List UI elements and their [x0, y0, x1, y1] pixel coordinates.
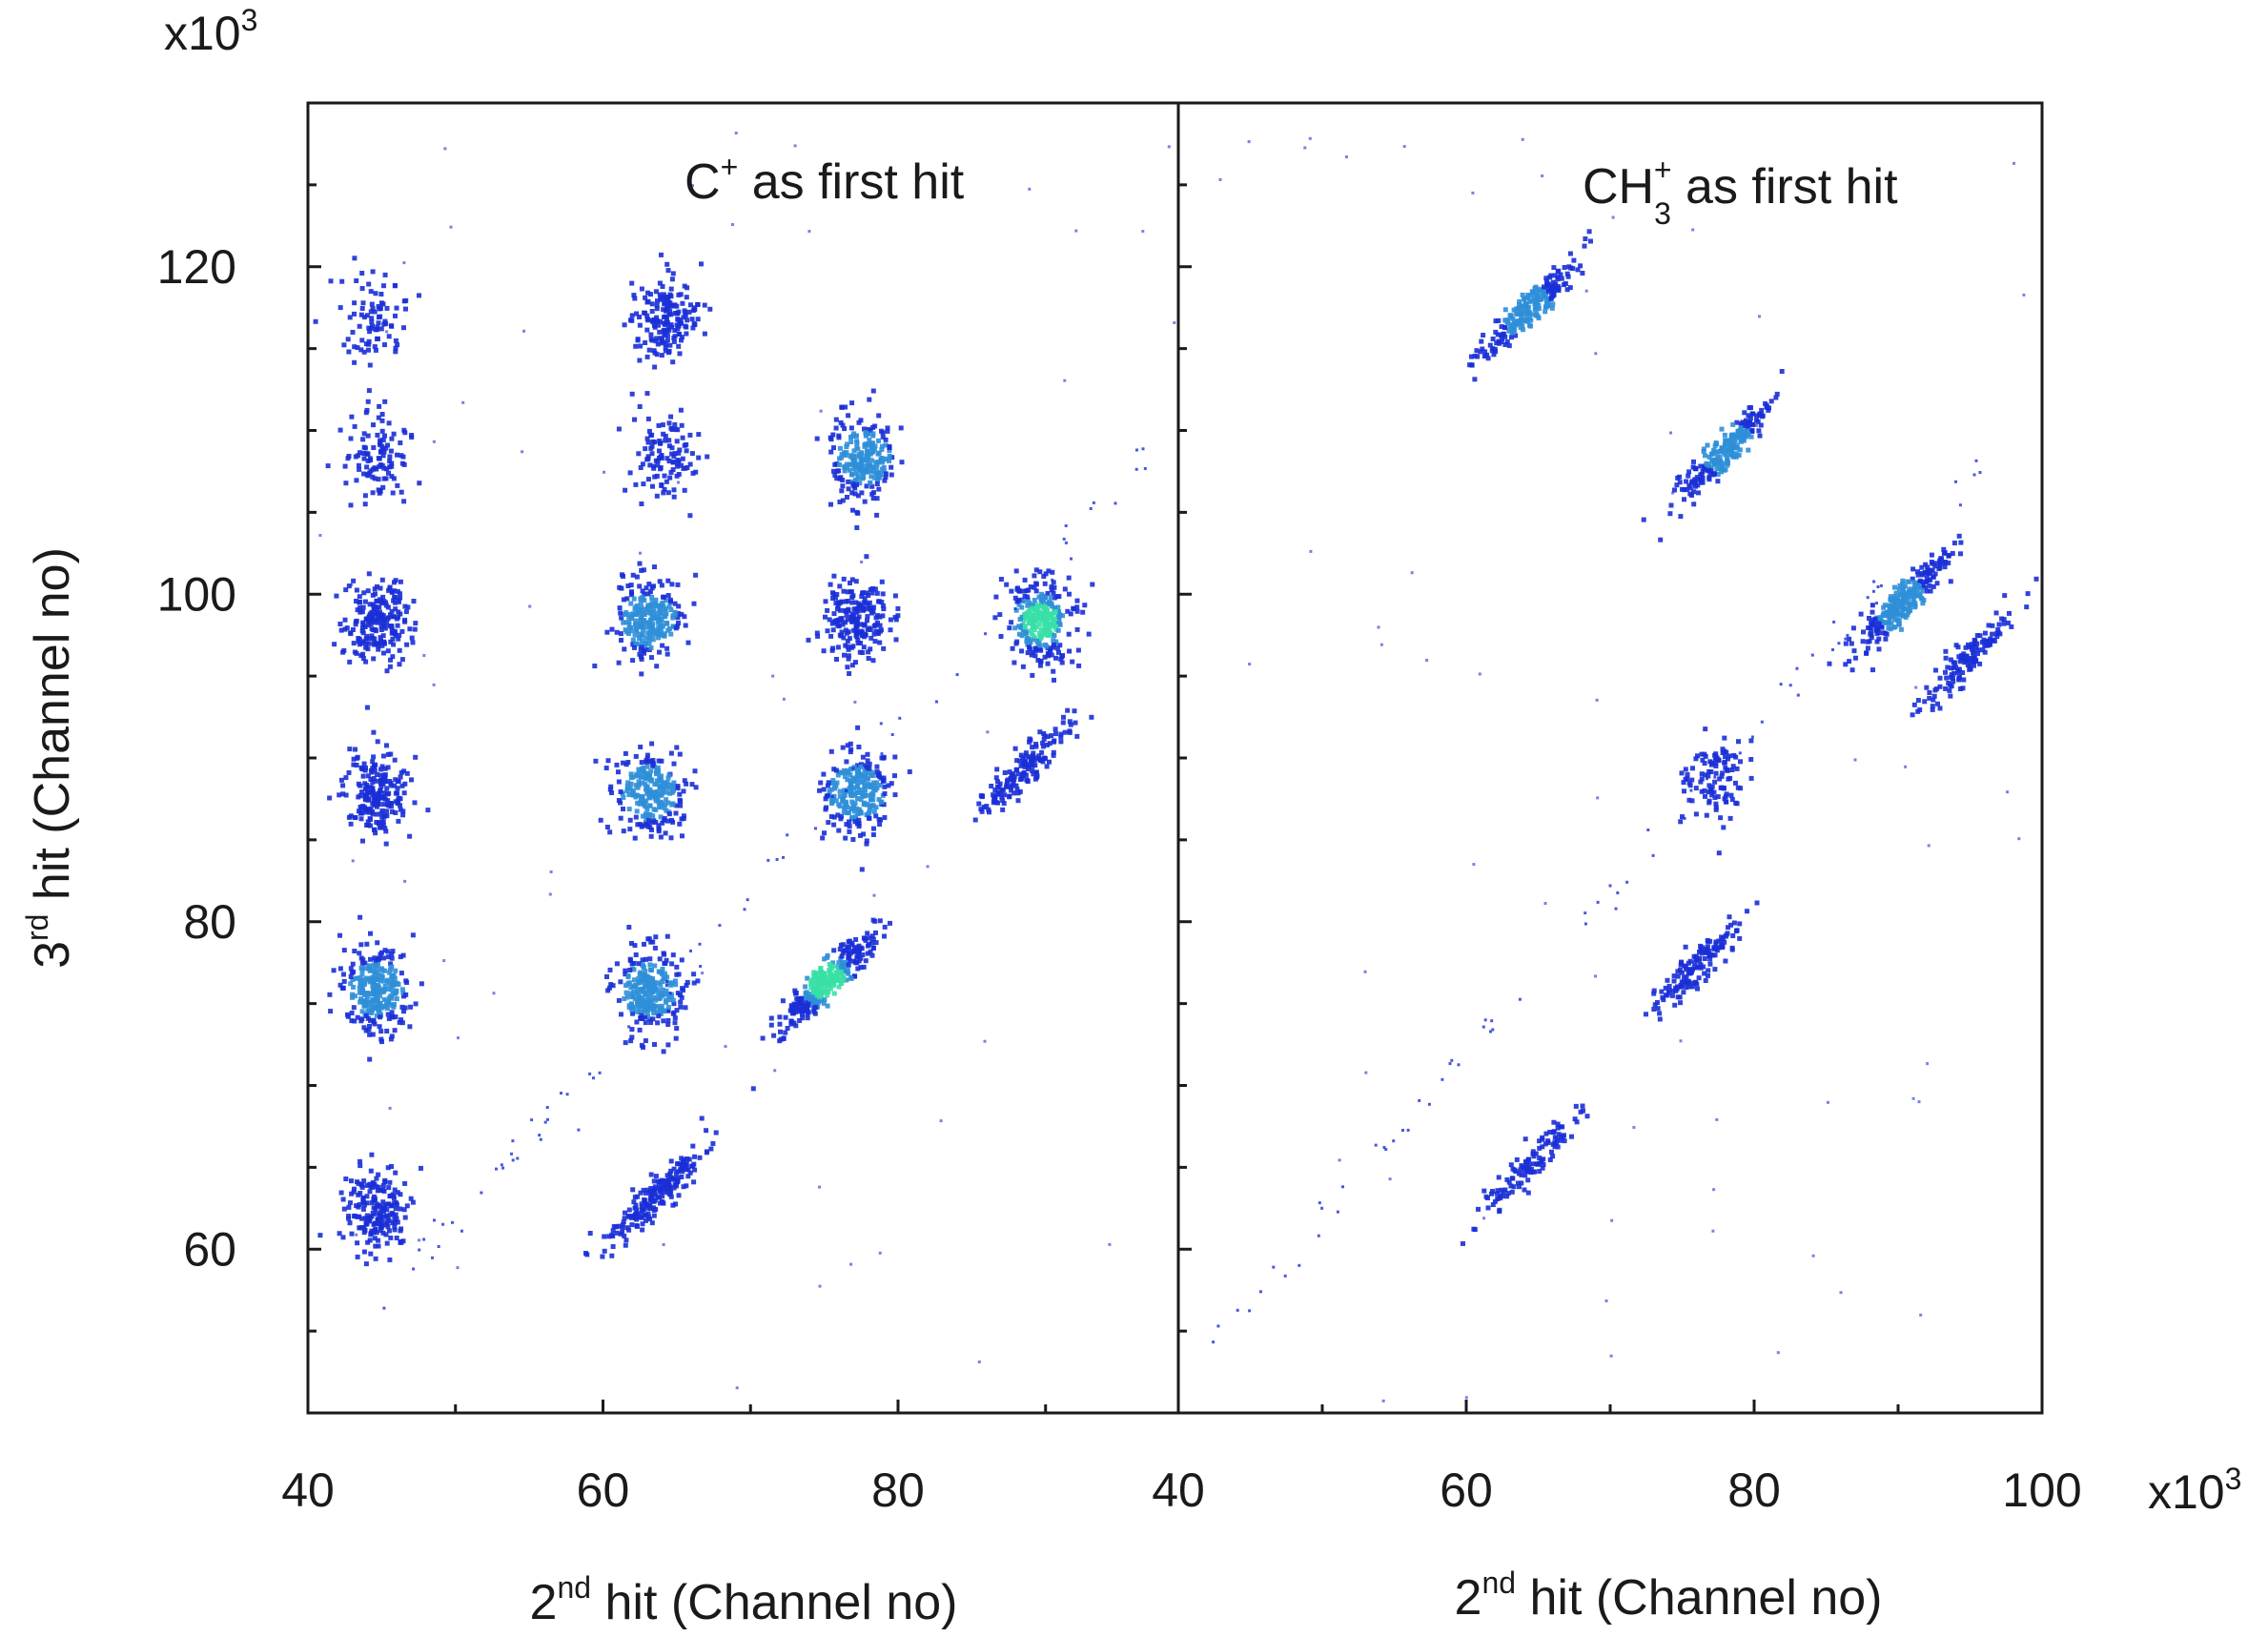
island-1-3	[1910, 576, 2039, 718]
island-0-17	[972, 707, 1094, 823]
island-0-14	[992, 567, 1095, 683]
island-0-15	[583, 1086, 756, 1259]
island-0-9	[616, 391, 710, 519]
left-panel-title: C+ as first hit	[684, 150, 965, 210]
x-tick-label: 80	[1727, 1463, 1781, 1517]
island-0-8	[592, 561, 699, 677]
x-multiplier-label: x103	[2148, 1462, 2241, 1519]
x-tick-label: 40	[1152, 1463, 1205, 1517]
axes: 60 80 100 120 40 60 80 40 60 80 100	[157, 101, 2082, 1517]
island-0-1	[327, 914, 424, 1062]
x-tick-label: 100	[2002, 1463, 2081, 1517]
island-0-3	[332, 571, 419, 674]
island-0-5	[313, 256, 421, 368]
right-x-axis-title: 2nd hit (Channel no)	[1455, 1565, 1883, 1626]
y-axis-title: 3rd hit (Channel no)	[20, 547, 80, 969]
left-x-axis-title: 2nd hit (Channel no)	[530, 1570, 958, 1630]
y-tick-label: 80	[183, 895, 236, 949]
island-1-1	[1641, 369, 1785, 542]
diagonal-scatter-0	[318, 132, 1176, 1390]
island-1-0	[1467, 229, 1593, 382]
island-0-16	[760, 917, 892, 1044]
island-1-2	[1827, 533, 1964, 673]
island-0-10	[622, 252, 713, 397]
island-0-12	[806, 554, 901, 676]
y-tick-label: 100	[157, 567, 236, 621]
x-tick-label: 60	[1440, 1463, 1493, 1517]
y-tick-label: 120	[157, 240, 236, 294]
y-tick-label: 60	[183, 1222, 236, 1276]
island-0-7	[593, 741, 699, 841]
data-marks	[313, 132, 2039, 1402]
island-0-6	[604, 925, 701, 1054]
x-tick-label: 80	[871, 1463, 925, 1517]
island-0-11	[817, 725, 912, 872]
diagonal-scatter-1	[1212, 136, 2026, 1402]
island-0-4	[325, 388, 422, 508]
island-1-4	[1678, 726, 1754, 856]
x-tick-label: 60	[577, 1463, 630, 1517]
island-0-13	[814, 388, 905, 530]
right-panel-frame	[1176, 101, 2044, 1415]
island-1-5	[1644, 900, 1760, 1022]
right-panel-title: CH3+ as first hit	[1583, 153, 1898, 231]
island-0-0	[317, 1152, 423, 1267]
island-1-6	[1461, 1103, 1590, 1246]
y-multiplier-label: x103	[164, 3, 257, 60]
left-panel-frame	[306, 101, 1180, 1415]
island-0-2	[327, 705, 431, 847]
x-tick-label: 40	[281, 1463, 335, 1517]
